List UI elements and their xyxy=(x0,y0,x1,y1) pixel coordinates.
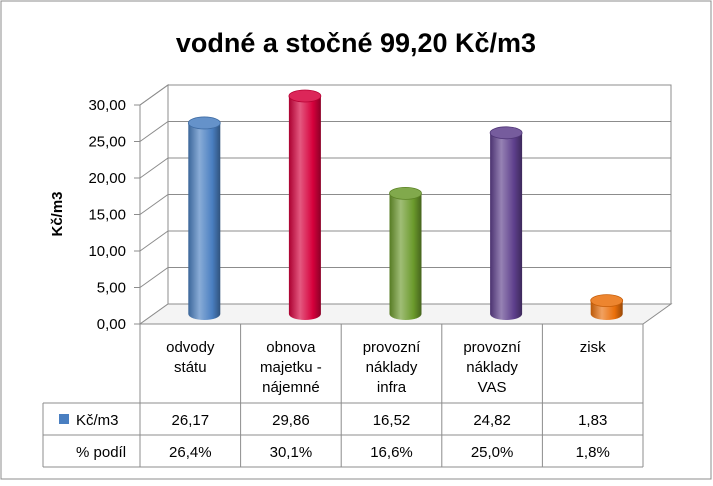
bar xyxy=(590,294,624,320)
y-tick-labels: 0,00 5,00 10,00 15,00 20,00 25,00 30,00 xyxy=(88,97,126,333)
category-label: obnova majetku - nájemné xyxy=(260,339,322,396)
bar-top xyxy=(489,126,523,140)
gridline xyxy=(139,84,671,106)
category-label: zisk xyxy=(580,339,606,356)
y-tick-label: 30,00 xyxy=(88,97,126,114)
legend-key xyxy=(59,414,69,424)
category-label-line: odvody xyxy=(166,339,215,356)
bar-body xyxy=(490,132,523,320)
category-label-line: infra xyxy=(377,379,407,396)
y-tick-label: 5,00 xyxy=(97,280,126,297)
table-cell: 16,6% xyxy=(370,444,413,461)
bar-body xyxy=(389,193,422,320)
category-label-line: majetku - xyxy=(260,359,322,376)
bar xyxy=(389,187,422,320)
y-tick-label: 25,00 xyxy=(88,134,126,151)
table-cell: 25,0% xyxy=(471,444,514,461)
bar-top xyxy=(590,294,624,308)
category-label: provozní náklady VAS xyxy=(463,339,521,396)
bar-top xyxy=(288,89,322,103)
y-tick-label: 15,00 xyxy=(88,207,126,224)
row-label: % podíl xyxy=(76,444,126,461)
y-tick-label: 0,00 xyxy=(97,316,126,333)
category-label-line: VAS xyxy=(478,379,507,396)
bar-body xyxy=(188,122,221,320)
chart-title: vodné a stočné 99,20 Kč/m3 xyxy=(176,28,536,58)
table-cell: 1,83 xyxy=(578,412,607,429)
table-cell: 26,4% xyxy=(169,444,212,461)
table-cell: 24,82 xyxy=(473,412,511,429)
category-label: provozní náklady infra xyxy=(363,339,421,396)
row-label: Kč/m3 xyxy=(76,412,119,429)
bar-body xyxy=(288,96,321,320)
table-cell: 16,52 xyxy=(373,412,411,429)
table-cell: 29,86 xyxy=(272,412,310,429)
table-cell: 30,1% xyxy=(270,444,313,461)
bar xyxy=(288,89,322,320)
category-label-line: nájemné xyxy=(262,379,320,396)
bar xyxy=(187,116,221,320)
y-tick-label: 20,00 xyxy=(88,170,126,187)
table-cell: 1,8% xyxy=(576,444,610,461)
category-label-line: provozní xyxy=(463,339,521,356)
bars xyxy=(187,89,624,320)
category-label-line: náklady xyxy=(466,359,518,376)
bar xyxy=(489,126,523,320)
data-table: odvody státu obnova majetku - nájemné provozn… xyxy=(42,323,644,468)
category-label-line: státu xyxy=(174,359,207,376)
bar-top xyxy=(389,187,422,200)
bar-top xyxy=(187,116,221,130)
y-axis-label: Kč/m3 xyxy=(49,191,66,236)
category-label-line: obnova xyxy=(266,339,316,356)
category-label: odvody státu xyxy=(166,339,215,376)
gridline xyxy=(139,121,671,142)
category-label-line: zisk xyxy=(580,339,606,356)
category-label-line: provozní xyxy=(363,339,421,356)
table-cell: 26,17 xyxy=(172,412,210,429)
category-label-line: náklady xyxy=(366,359,418,376)
y-tick-label: 10,00 xyxy=(88,243,126,260)
